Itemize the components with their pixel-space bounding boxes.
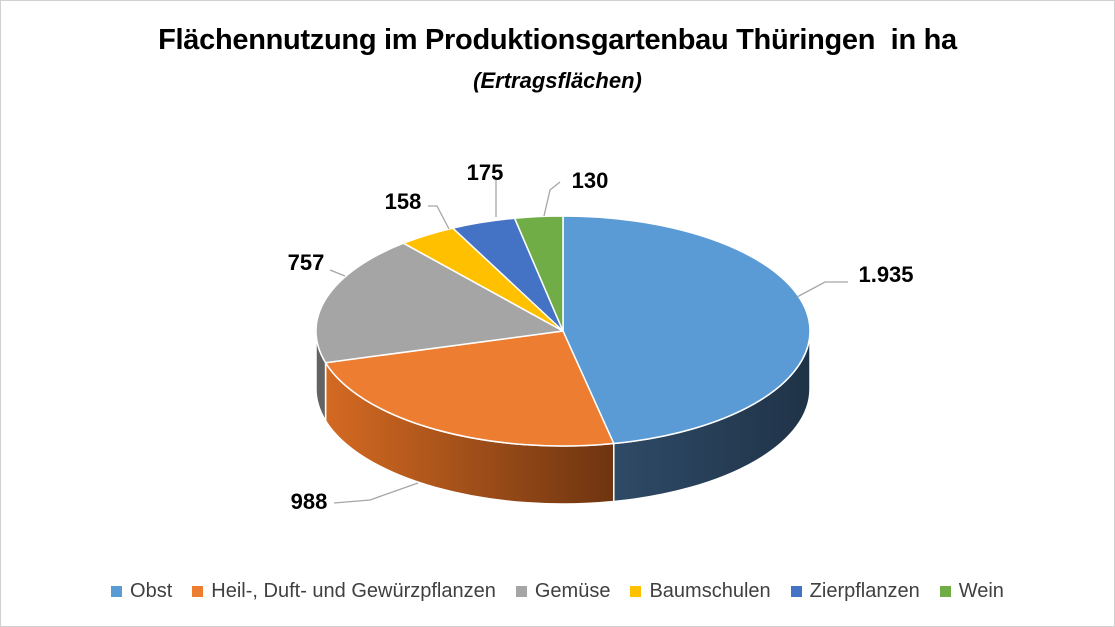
leader-line — [543, 181, 561, 217]
data-label: 757 — [288, 250, 325, 275]
legend-label: Baumschulen — [649, 580, 771, 602]
legend-label: Heil-, Duft- und Gewürzpflanzen — [211, 580, 496, 602]
legend-swatch — [192, 586, 204, 597]
data-label: 1.935 — [858, 262, 913, 287]
chart-subtitle: (Ertragsflächen) — [473, 68, 642, 93]
pie-slice-obst — [562, 215, 811, 445]
legend-swatch — [515, 586, 527, 597]
legend-item: Zierpflanzen — [790, 580, 920, 603]
leader-line — [333, 482, 419, 504]
pie-slice-wein — [513, 215, 564, 332]
data-label: 988 — [291, 489, 328, 514]
leader-line — [796, 281, 848, 298]
pie-slice-gemüse — [315, 242, 564, 364]
legend-item: Wein — [939, 580, 1004, 603]
legend-swatch — [790, 586, 802, 597]
legend-swatch — [939, 586, 951, 597]
legend-item: Obst — [111, 580, 172, 603]
legend-item: Gemüse — [515, 580, 611, 603]
legend-item: Heil-, Duft- und Gewürzpflanzen — [192, 580, 496, 603]
legend-label: Wein — [958, 580, 1004, 602]
legend-item: Baumschulen — [630, 580, 771, 603]
leader-line — [428, 205, 450, 230]
data-label: 175 — [467, 160, 504, 185]
data-label: 130 — [572, 168, 609, 193]
legend-swatch — [111, 586, 123, 597]
pie-slice-heil-duft-und-gewürzpflanzen — [324, 330, 615, 447]
legend-label: Obst — [130, 580, 173, 602]
data-label: 158 — [385, 189, 422, 214]
legend-label: Zierpflanzen — [809, 580, 920, 602]
legend-swatch — [630, 586, 642, 597]
legend-label: Gemüse — [534, 580, 611, 602]
leader-line — [329, 269, 346, 277]
chart-title: Flächennutzung im Produktionsgartenbau T… — [158, 24, 957, 56]
chart-legend: Obst Heil-, Duft- und Gewürzpflanzen Gemüs… — [0, 580, 1115, 603]
